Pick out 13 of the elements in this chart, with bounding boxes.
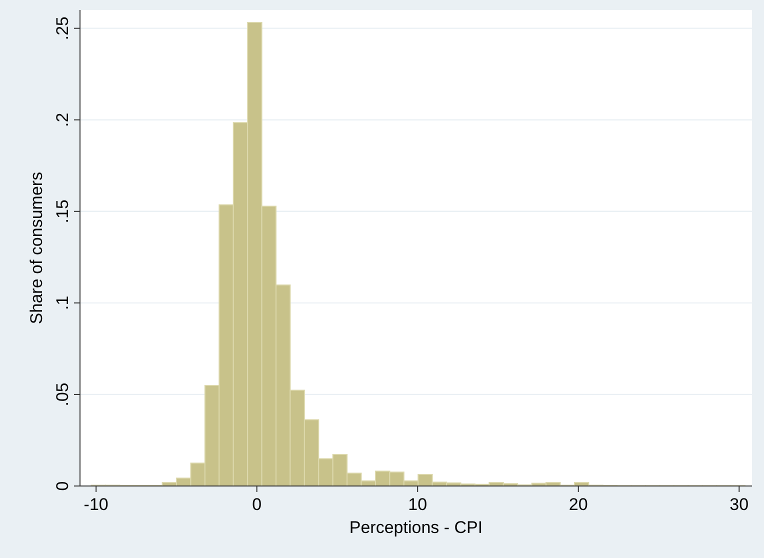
x-tick-label: 20 [568,495,588,514]
x-tick-label: -10 [84,495,108,514]
y-tick-label: .05 [53,382,72,406]
x-axis-title: Perceptions - CPI [349,518,483,537]
y-tick-label: 0 [53,481,72,491]
x-tick-label: 10 [408,495,428,514]
y-tick-label: .1 [53,296,72,310]
x-tick-label: 30 [730,495,749,514]
x-tick-label: 0 [252,495,262,514]
y-tick-label: .25 [53,16,72,40]
y-axis-title: Share of consumers [27,172,46,324]
y-tick-label: .15 [53,200,72,224]
y-tick-label: .2 [53,112,72,127]
